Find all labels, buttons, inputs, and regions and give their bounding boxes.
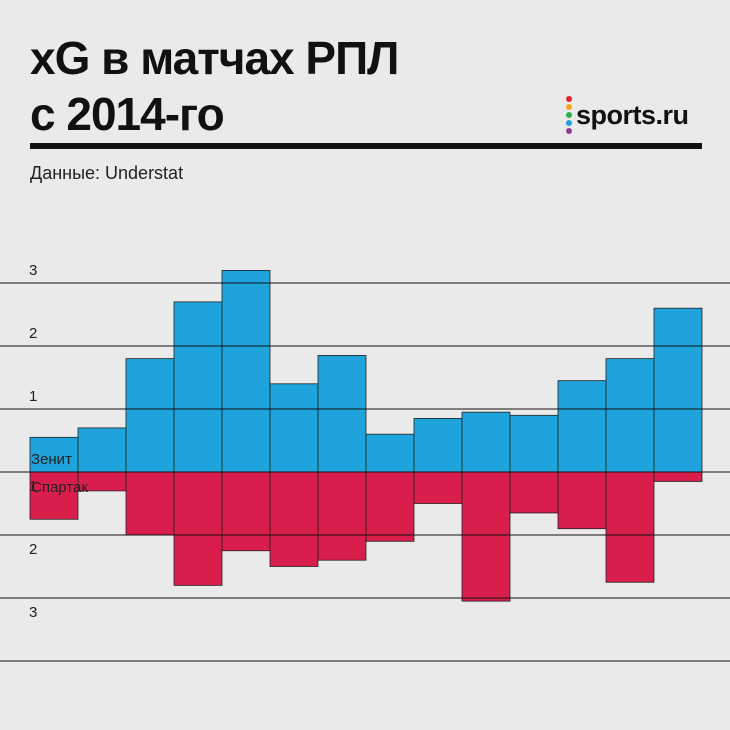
logo-dot-green	[566, 112, 572, 118]
spartak-bar	[125, 471, 175, 536]
title-line-2: с 2014-го	[30, 88, 225, 140]
spartak-bar	[317, 471, 367, 561]
spartak-bar	[653, 471, 703, 482]
logo-dot-purple	[566, 128, 572, 134]
y-tick-down: 1	[29, 478, 37, 495]
zenit-bars	[29, 269, 703, 473]
spartak-bar	[509, 471, 559, 514]
spartak-bar	[173, 471, 223, 586]
spartak-bar	[365, 471, 415, 542]
spartak-bar	[413, 471, 463, 504]
data-source-note: Данные: Understat	[30, 163, 184, 183]
zenit-bar	[653, 307, 703, 473]
y-tick-down: 3	[29, 604, 37, 621]
chart-title: xG в матчах РПЛ с 2014-го	[30, 30, 399, 142]
zenit-bar	[509, 414, 559, 473]
spartak-bar	[557, 471, 607, 530]
series-label-spartak: Спартак	[31, 479, 88, 496]
logo-dot-red	[566, 96, 572, 102]
logo-dot-orange	[566, 104, 572, 110]
spartak-bars	[29, 471, 703, 602]
zenit-bar	[29, 436, 79, 473]
logo-dot-blue	[566, 120, 572, 126]
gridlines	[0, 282, 730, 662]
logo-text: sports.ru	[576, 99, 689, 130]
zenit-bar	[77, 427, 127, 473]
y-tick-up: 1	[29, 388, 37, 405]
title-line-1: xG в матчах РПЛ	[30, 32, 399, 84]
zenit-bar	[269, 383, 319, 473]
zenit-bar	[605, 358, 655, 473]
logo-dots-icon	[566, 96, 572, 134]
series-label-zenit: Зенит	[31, 451, 72, 468]
y-tick-up: 3	[29, 262, 37, 279]
y-tick-up: 2	[29, 325, 37, 342]
spartak-bar	[605, 471, 655, 583]
spartak-bar	[269, 471, 319, 567]
zenit-bar	[461, 411, 511, 473]
zenit-bar	[413, 418, 463, 473]
zenit-bar	[317, 355, 367, 473]
spartak-bar	[221, 471, 271, 552]
zenit-bar	[125, 358, 175, 473]
spartak-bar	[29, 471, 79, 520]
zenit-bar	[365, 433, 415, 473]
sports-ru-logo[interactable]: sports.ru	[566, 96, 689, 134]
title-divider	[30, 143, 702, 149]
zenit-bar	[173, 301, 223, 473]
zenit-bar	[221, 269, 271, 473]
zenit-bar	[557, 380, 607, 473]
y-tick-down: 2	[29, 541, 37, 558]
spartak-bar	[461, 471, 511, 602]
y-tick-labels: 1 2 3 1 2 3	[29, 262, 37, 621]
